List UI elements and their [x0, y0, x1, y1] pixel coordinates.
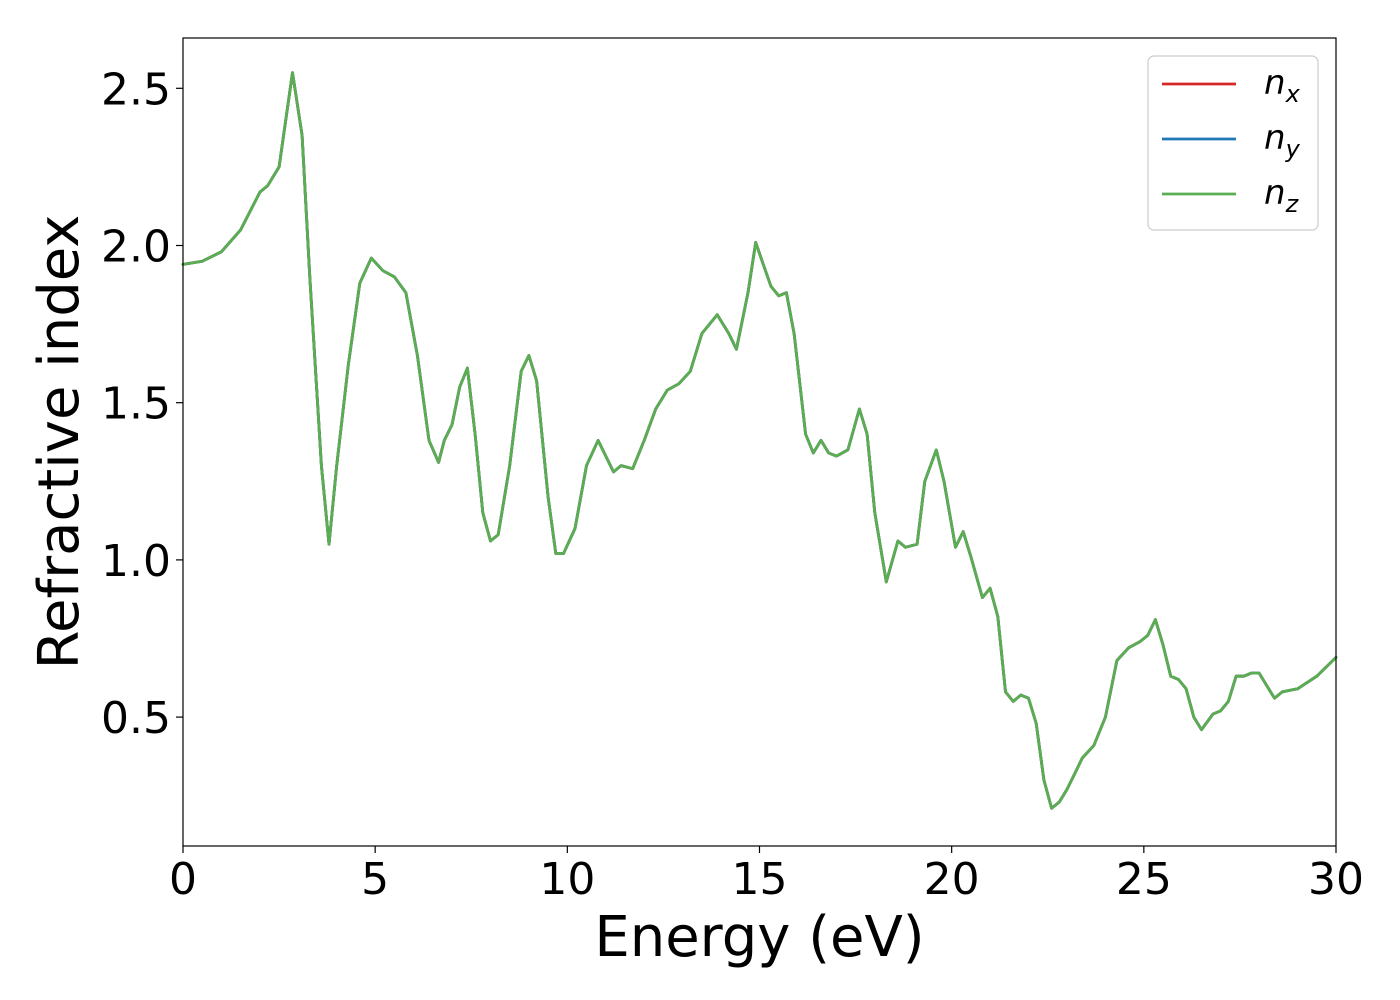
x-tick-label: 10	[539, 854, 595, 905]
y-axis: 0.5 1.0 1.5 2.0 2.5	[101, 64, 183, 744]
legend: nx ny nz	[1147, 55, 1319, 231]
x-tick-label: 5	[361, 854, 389, 905]
x-tick-label: 20	[924, 854, 980, 905]
x-tick-label: 0	[169, 854, 197, 905]
y-tick-label: 1.0	[101, 536, 171, 587]
legend-label-ny: ny	[1264, 118, 1301, 163]
x-axis-title: Energy (eV)	[594, 905, 924, 970]
x-axis: 0 5 10 15 20 25 30	[169, 846, 1364, 905]
x-tick-label: 15	[732, 854, 788, 905]
x-tick-label: 25	[1116, 854, 1172, 905]
legend-label-nz: nz	[1264, 173, 1300, 218]
y-tick-label: 0.5	[101, 693, 171, 744]
y-tick-label: 1.5	[101, 379, 171, 430]
y-tick-label: 2.0	[101, 222, 171, 273]
legend-label-nx: nx	[1264, 63, 1301, 108]
y-axis-title: Refractive index	[27, 215, 92, 670]
series-line-n-z	[181, 71, 1338, 810]
y-tick-label: 2.5	[101, 64, 171, 115]
legend-box	[1147, 55, 1319, 231]
x-tick-label: 30	[1308, 854, 1364, 905]
series-layer	[181, 71, 1338, 810]
